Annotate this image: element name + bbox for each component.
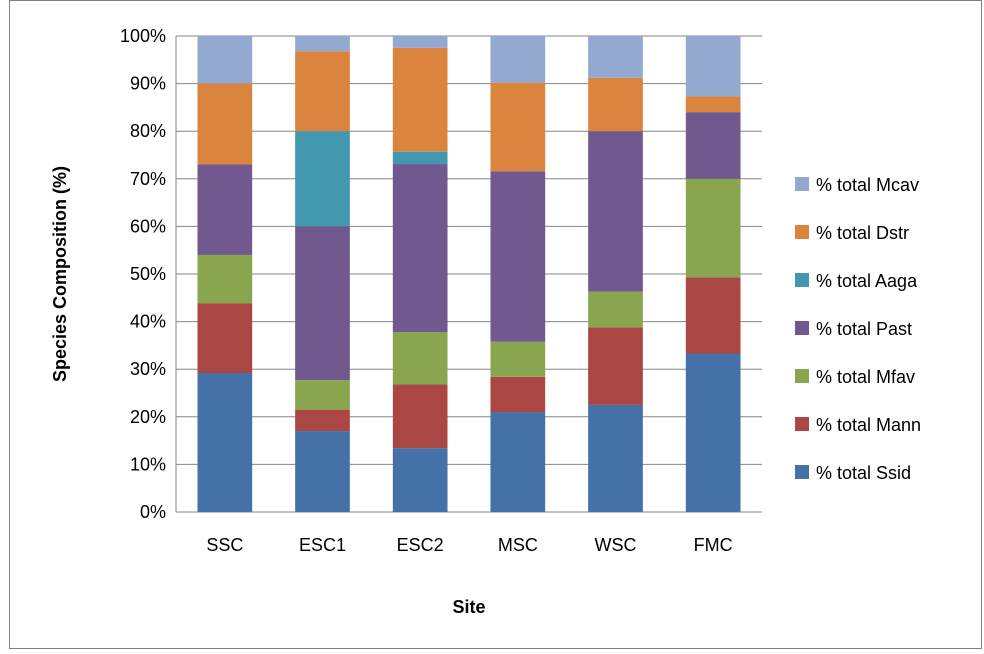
y-tick-label: 0% bbox=[140, 502, 166, 522]
x-tick-labels: SSC ESC1 ESC2 MSC WSC FMC bbox=[206, 535, 732, 555]
legend-swatch bbox=[795, 369, 809, 383]
bar-segment bbox=[490, 341, 546, 377]
legend-entry: % total Past bbox=[816, 319, 912, 339]
x-tick-label: ESC1 bbox=[299, 535, 346, 555]
y-tick-labels: 0% 10% 20% 30% 40% 50% 60% 70% 80% 90% 100% bbox=[120, 26, 166, 522]
y-tick-label: 90% bbox=[130, 74, 166, 94]
x-tick-label: WSC bbox=[595, 535, 637, 555]
legend-swatch bbox=[795, 225, 809, 239]
legend-swatch bbox=[795, 417, 809, 431]
bar-segment bbox=[490, 376, 546, 413]
bar-segment bbox=[392, 448, 448, 512]
bar-segment bbox=[392, 36, 448, 48]
legend-entry: % total Aaga bbox=[816, 271, 918, 291]
legend-swatch bbox=[795, 321, 809, 335]
bar-segment bbox=[295, 36, 350, 52]
bar-segment bbox=[295, 131, 350, 227]
bar-segment bbox=[295, 226, 350, 381]
y-axis-title: Species Composition (%) bbox=[50, 166, 70, 382]
bar-segment bbox=[197, 83, 253, 165]
bar-segment bbox=[197, 164, 253, 255]
bar-segment bbox=[197, 373, 253, 512]
bar-segment bbox=[295, 51, 350, 132]
bar-segment bbox=[588, 131, 643, 292]
x-tick-label: FMC bbox=[694, 535, 733, 555]
bar-segment bbox=[490, 412, 546, 512]
bar-segment bbox=[588, 77, 643, 132]
y-tick-label: 40% bbox=[130, 312, 166, 332]
bar-segment bbox=[685, 353, 741, 512]
bar-segment bbox=[295, 409, 350, 432]
bar-segment bbox=[392, 164, 448, 333]
bar-segment bbox=[685, 96, 741, 113]
legend-entry: % total Dstr bbox=[816, 223, 909, 243]
bar-segment bbox=[685, 178, 741, 278]
x-tick-label: ESC2 bbox=[397, 535, 444, 555]
x-axis-title: Site bbox=[452, 597, 485, 617]
y-tick-label: 70% bbox=[130, 169, 166, 189]
y-tick-label: 20% bbox=[130, 407, 166, 427]
x-tick-label: MSC bbox=[498, 535, 538, 555]
y-tick-label: 30% bbox=[130, 359, 166, 379]
bar-segment bbox=[588, 404, 643, 512]
y-tick-label: 10% bbox=[130, 454, 166, 474]
bar-segment bbox=[197, 303, 253, 374]
x-tick-label: SSC bbox=[206, 535, 243, 555]
y-tick-label: 60% bbox=[130, 216, 166, 236]
bar-segment bbox=[295, 380, 350, 410]
gridlines bbox=[175, 35, 762, 513]
bar-segment bbox=[392, 47, 448, 152]
bar-segment bbox=[490, 82, 546, 172]
y-tick-label: 50% bbox=[130, 264, 166, 284]
legend-entry: % total Mcav bbox=[816, 175, 919, 195]
bar-segment bbox=[392, 151, 448, 165]
legend-swatch bbox=[795, 273, 809, 287]
bar-segment bbox=[392, 332, 448, 385]
bar-segment bbox=[588, 327, 643, 405]
bar-segment bbox=[490, 36, 546, 83]
bar-segment bbox=[392, 384, 448, 449]
legend-entry: % total Mfav bbox=[816, 367, 915, 387]
bar-segment bbox=[685, 112, 741, 179]
bar-segment bbox=[490, 171, 546, 342]
y-tick-label: 100% bbox=[120, 26, 166, 46]
legend-entry: % total Mann bbox=[816, 415, 921, 435]
bar-segment bbox=[685, 36, 741, 97]
bar-segment bbox=[588, 291, 643, 328]
bar-segment bbox=[197, 36, 253, 84]
bar-segment bbox=[295, 431, 350, 512]
bars bbox=[197, 36, 741, 512]
bar-segment bbox=[588, 36, 643, 78]
bar-segment bbox=[197, 254, 253, 304]
legend: % total Mcav % total Dstr % total Aaga % to… bbox=[795, 175, 921, 483]
bar-segment bbox=[685, 277, 741, 354]
legend-entry: % total Ssid bbox=[816, 463, 911, 483]
legend-swatch bbox=[795, 177, 809, 191]
y-tick-label: 80% bbox=[130, 121, 166, 141]
legend-swatch bbox=[795, 465, 809, 479]
